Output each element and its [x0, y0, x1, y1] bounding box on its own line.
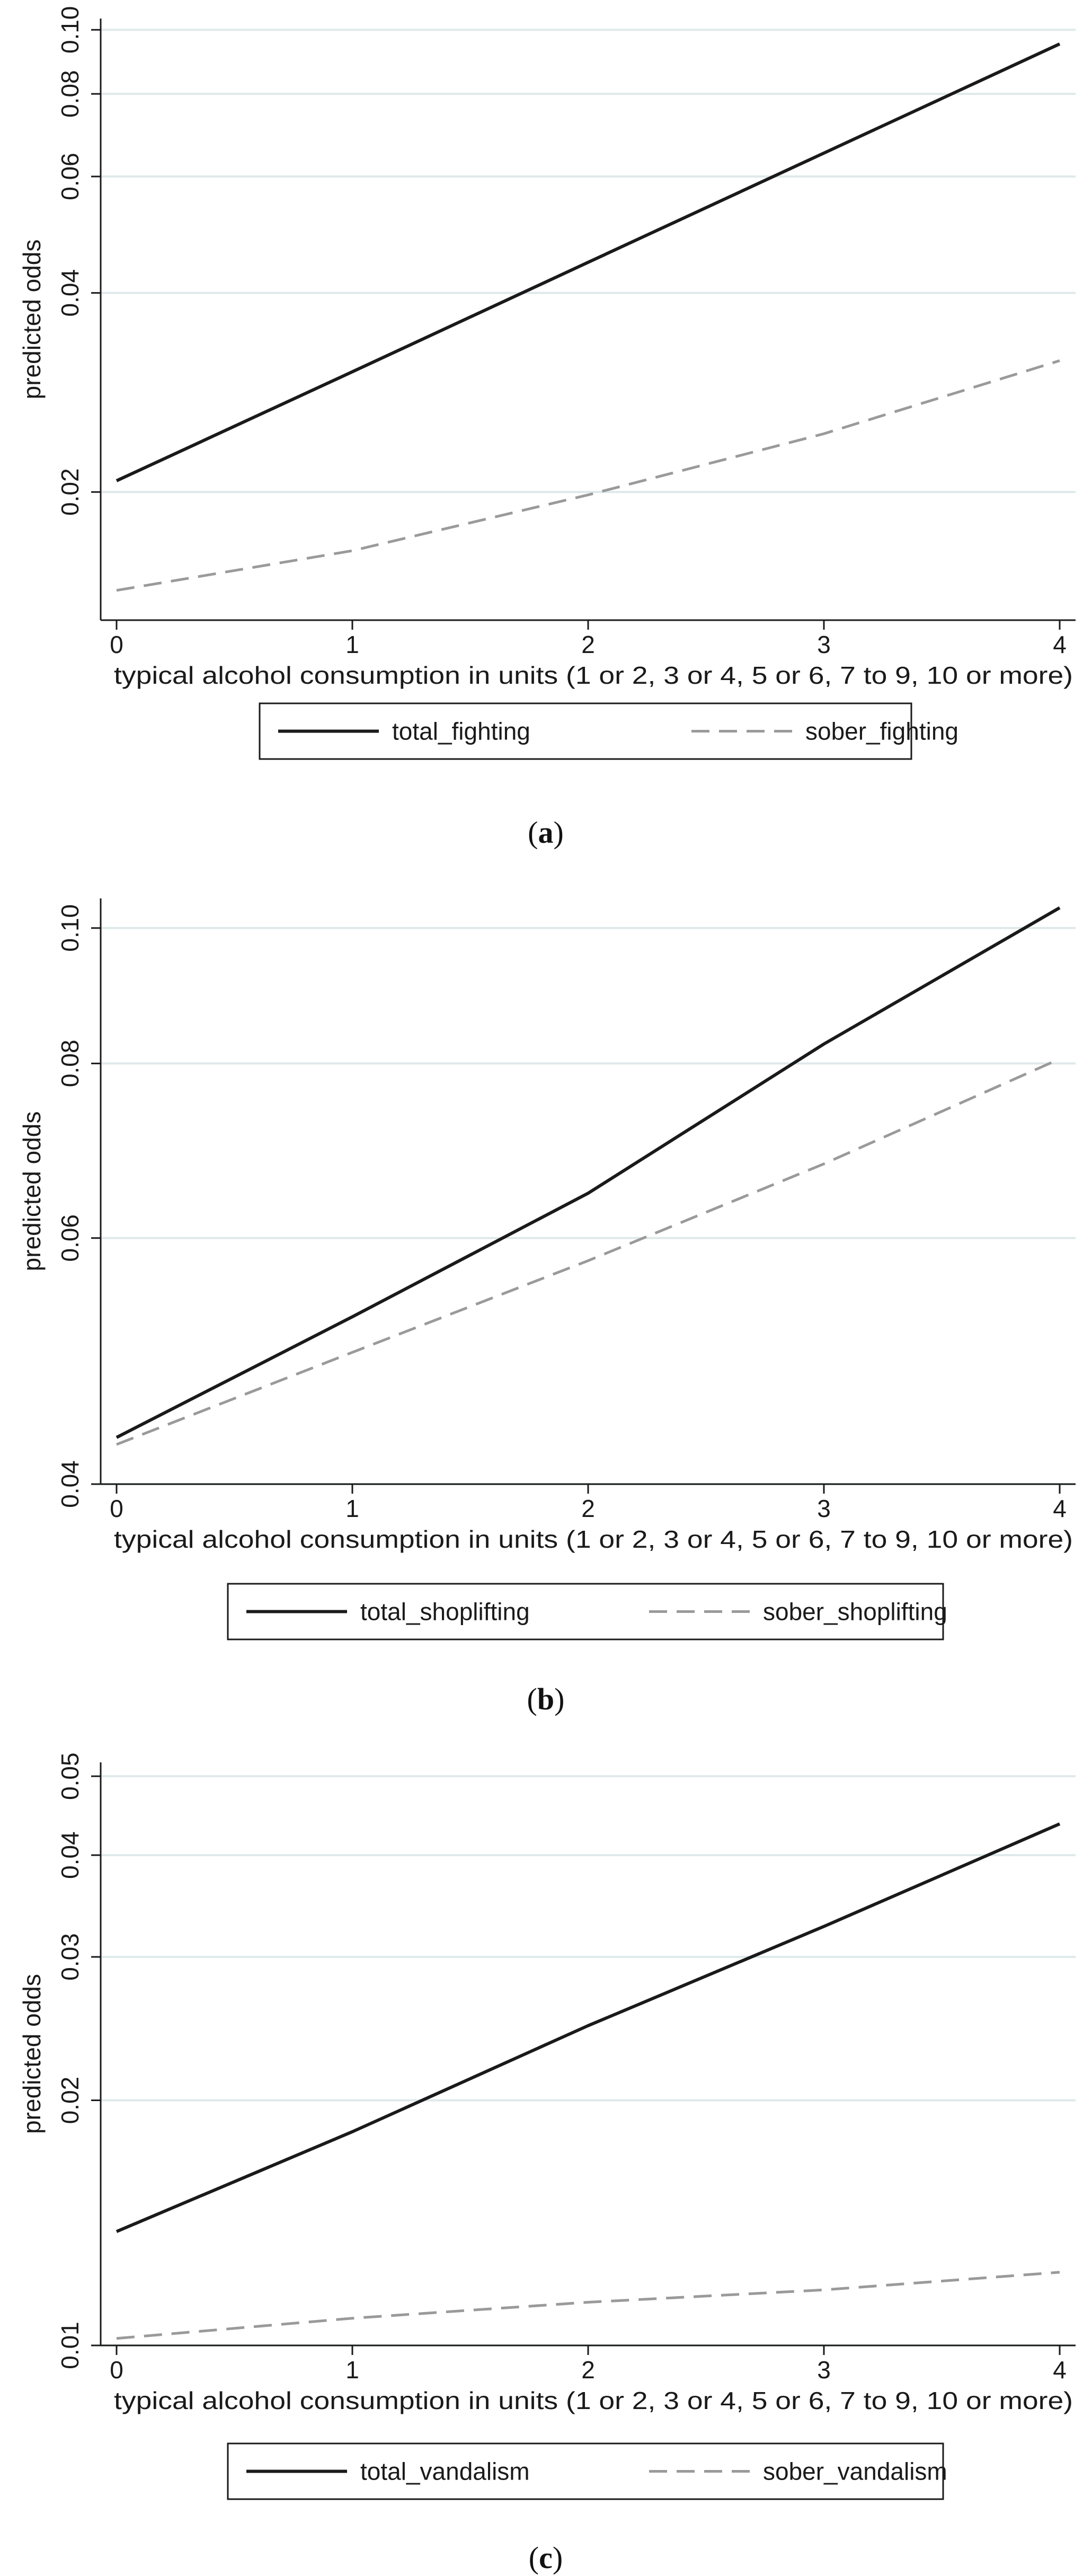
- panel-caption-letter: c: [539, 2540, 553, 2575]
- series-line-total-shoplifting: [116, 906, 1061, 1439]
- panel-caption: (a): [528, 815, 564, 850]
- panel-caption-letter: a: [538, 815, 554, 850]
- series-line-sober-vandalism: [116, 2271, 1060, 2340]
- x-tick-label: 1: [345, 1495, 359, 1522]
- y-tick-label: 0.08: [56, 70, 84, 118]
- y-axis-title: predicted odds: [18, 1111, 46, 1272]
- legend-label-total-vandalism: total_vandalism: [360, 2458, 530, 2485]
- panel-caption: (b): [527, 1682, 565, 1716]
- legend-label-sober-shoplifting: sober_shoplifting: [763, 1598, 947, 1626]
- x-tick-label: 3: [817, 1495, 831, 1522]
- legend-label-total-shoplifting: total_shoplifting: [360, 1598, 530, 1626]
- series-line-sober-fighting: [116, 359, 1060, 592]
- y-tick-label: 0.06: [56, 1214, 84, 1262]
- y-tick-label: 0.08: [56, 1040, 84, 1088]
- x-tick-label: 2: [581, 631, 595, 658]
- y-tick-label: 0.06: [56, 153, 84, 200]
- x-tick-label: 4: [1053, 631, 1067, 658]
- legend-label-sober-fighting: sober_fighting: [805, 718, 958, 745]
- x-axis-title: typical alcohol consumption in units (1 …: [114, 1525, 1073, 1553]
- y-tick-label: 0.10: [56, 6, 84, 54]
- x-axis-title: typical alcohol consumption in units (1 …: [114, 2387, 1073, 2414]
- series-line-total-vandalism: [116, 1822, 1061, 2233]
- x-tick-label: 0: [110, 1495, 123, 1522]
- chart-panel-a: 0.02 0.04 0.06 0.08 0.10 0 1 2 3 4 typical alcohol…: [18, 6, 1076, 850]
- x-tick-label: 4: [1053, 2356, 1067, 2384]
- x-axis-title: typical alcohol consumption in units (1 …: [114, 661, 1073, 689]
- x-tick-label: 2: [581, 2356, 595, 2384]
- x-tick-label: 0: [110, 631, 123, 658]
- y-tick-label: 0.02: [56, 468, 84, 516]
- x-tick-label: 3: [817, 2356, 831, 2384]
- y-axis-title: predicted odds: [18, 240, 46, 400]
- x-tick-label: 3: [817, 631, 831, 658]
- y-tick-label: 0.02: [56, 2077, 84, 2124]
- y-tick-label: 0.05: [56, 1752, 84, 1800]
- x-tick-label: 4: [1053, 1495, 1067, 1522]
- y-tick-label: 0.10: [56, 904, 84, 952]
- y-tick-label: 0.03: [56, 1933, 84, 1981]
- y-tick-label: 0.04: [56, 269, 84, 317]
- x-tick-label: 1: [345, 631, 359, 658]
- x-tick-label: 0: [110, 2356, 123, 2384]
- x-tick-label: 1: [345, 2356, 359, 2384]
- y-tick-label: 0.01: [56, 2322, 84, 2369]
- series-line-total-fighting: [116, 42, 1061, 482]
- panel-caption: (c): [529, 2540, 563, 2575]
- panel-caption-letter: b: [537, 1682, 554, 1716]
- legend-label-total-fighting: total_fighting: [392, 718, 530, 745]
- series-line-sober-shoplifting: [116, 1057, 1061, 1446]
- chart-panel-c: 0.01 0.02 0.03 0.04 0.05 0 1 2 3 4 typical alcohol…: [18, 1752, 1076, 2575]
- legend-label-sober-vandalism: sober_vandalism: [763, 2458, 947, 2485]
- y-axis-title: predicted odds: [18, 1974, 46, 2134]
- y-tick-label: 0.04: [56, 1831, 84, 1879]
- y-tick-label: 0.04: [56, 1460, 84, 1508]
- x-tick-label: 2: [581, 1495, 595, 1522]
- chart-panel-b: 0.04 0.06 0.08 0.10 0 1 2 3 4 typical alcohol con…: [18, 898, 1076, 1716]
